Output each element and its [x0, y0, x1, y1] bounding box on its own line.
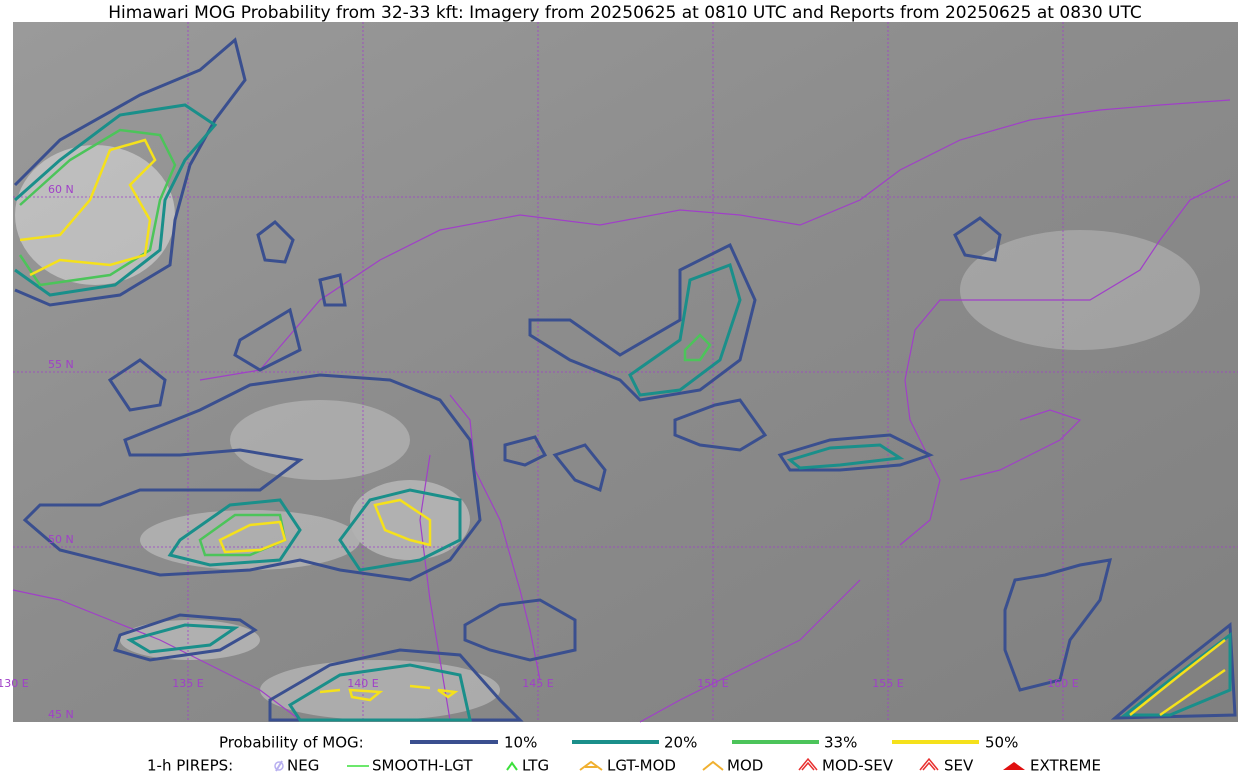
legend-item: 50%	[985, 734, 1018, 752]
legend-item: MOD-SEV	[822, 757, 894, 775]
coastlines	[12, 99, 1231, 723]
probability-contours	[13, 37, 1237, 722]
legend-icon	[919, 757, 939, 771]
legend-icon	[702, 760, 724, 771]
legend-icon	[274, 761, 284, 771]
grid	[13, 22, 1238, 722]
legend-icon	[506, 761, 518, 771]
legend-item: 10%	[504, 734, 537, 752]
legend-label: Probability of MOG:	[219, 734, 364, 752]
latitude-label: 50 N	[48, 533, 74, 546]
latitude-label: 55 N	[48, 358, 74, 371]
latitude-label: 60 N	[48, 183, 74, 196]
longitude-label: 155 E	[872, 677, 903, 690]
legend-icon	[1003, 762, 1025, 770]
legend-item: MOD	[727, 757, 763, 775]
legend-item: 33%	[824, 734, 857, 752]
longitude-label: 160 E	[1047, 677, 1078, 690]
map: 60 N 55 N 50 N 45 N 130 E 135 E 140 E 14…	[0, 22, 1238, 723]
longitude-label: 150 E	[697, 677, 728, 690]
longitude-label: 145 E	[522, 677, 553, 690]
legend-item: EXTREME	[1030, 757, 1101, 775]
geo-labels: 60 N 55 N 50 N 45 N 130 E 135 E 140 E 14…	[0, 183, 1079, 721]
legend-item: 20%	[664, 734, 697, 752]
legend-item: NEG	[287, 757, 319, 775]
legend-label: 1-h PIREPS:	[147, 757, 233, 775]
longitude-label: 135 E	[172, 677, 203, 690]
latitude-label: 45 N	[48, 708, 74, 721]
title: Himawari MOG Probability from 32-33 kft:…	[108, 3, 1142, 23]
legend-item: LTG	[522, 757, 549, 775]
legend-item: SMOOTH-LGT	[372, 757, 473, 775]
legend: Probability of MOG: 10% 20% 33% 50% 1-h …	[147, 734, 1101, 775]
longitude-label: 130 E	[0, 677, 29, 690]
legend-icon	[798, 757, 818, 771]
legend-icon	[579, 760, 603, 771]
legend-item: LGT-MOD	[607, 757, 676, 775]
longitude-label: 140 E	[347, 677, 378, 690]
legend-item: SEV	[944, 757, 974, 775]
